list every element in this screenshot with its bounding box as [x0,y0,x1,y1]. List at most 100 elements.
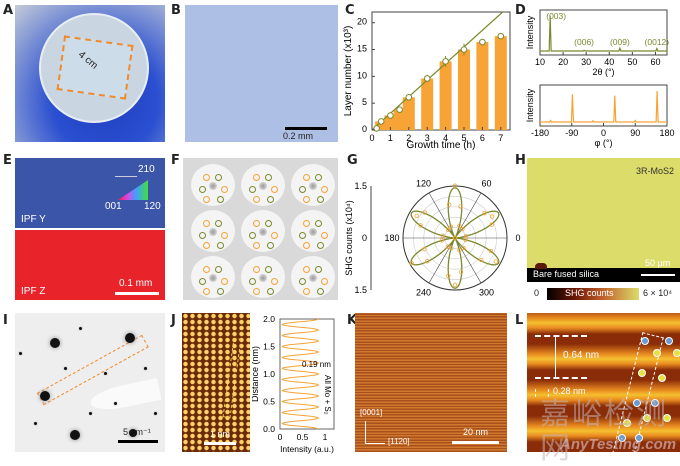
domain-marker [221,186,228,193]
y-axis-label: Intensity [525,15,535,49]
spacing-028-label: 0.28 nm [553,386,586,396]
scale-bar-label: 0.2 mm [283,131,314,141]
domain-marker [321,278,328,285]
x-tick-label: 1 [388,133,393,143]
wafer-diagram [191,164,235,206]
y-tick-label: 1.5 [354,285,367,295]
domain-marker [249,278,256,285]
y-tick-label: 1.0 [263,369,275,379]
data-point [445,227,451,232]
stem-lattice-image: [0001] [11̄20] 20 nm [355,313,507,452]
diffraction-spot [78,326,82,330]
data-point [460,226,465,232]
axis-arrow-horizontal [365,443,385,444]
domain-marker [321,232,328,239]
diffraction-spot [33,421,37,425]
bar [393,109,406,130]
data-point [422,246,427,252]
domain-marker [199,232,206,239]
direction-1120: [11̄20] [388,437,410,446]
y-axis-label: SHG counts (x10⁴) [345,200,354,275]
mo-atom [633,399,641,407]
y-axis-label: Intensity [525,88,535,122]
x-tick-label: 90 [630,128,640,138]
wafer-photo: 4 cm [15,5,165,142]
panel-label-e: E [3,153,12,168]
domain-marker [217,196,224,203]
bar [421,78,434,130]
data-point [458,269,464,275]
x-tick-label: 20 [558,57,568,67]
grid-spoke [428,192,456,239]
peak-label: (003) [546,11,566,21]
mo-atom [641,337,649,345]
domain-marker [253,220,260,227]
domain-marker [303,288,310,295]
domain-marker [215,266,222,273]
wafer-center [209,274,217,282]
y-tick-label: 1.5 [263,342,275,352]
domain-marker [267,196,274,203]
data-point [377,118,385,125]
x-axis-label: φ (°) [595,138,613,148]
x-tick-label: 50 [627,57,637,67]
data-point [463,237,468,243]
beam-stop [88,377,162,415]
x-tick-label: 7 [498,133,503,143]
domain-marker [267,242,274,249]
angle-label: 180 [384,233,399,243]
x-tick-label: 4 [443,133,448,143]
domain-marker [299,232,306,239]
y-axis-label: Layer number (x10³) [343,26,354,117]
angle-label: 60 [481,178,491,188]
ipf-y-label: IPF Y [21,214,46,225]
data-point [396,106,403,113]
domain-marker [265,174,272,181]
watermark-cn: 嘉峪检测网 [540,397,668,466]
bare-silica-region [527,268,680,282]
diffraction-spot [70,430,80,440]
y-tick-label: 0.0 [263,424,275,434]
data-point [373,125,380,132]
scale-bar-label: 50 µm [645,258,671,268]
y-tick-label: 20 [357,17,367,27]
x-tick-label: 2 [406,133,411,143]
domain-marker [253,174,260,181]
data-point [445,244,451,249]
wafer-diagram [191,256,235,298]
scale-bar [285,127,327,130]
data-point [423,75,431,82]
plot-frame [539,9,668,56]
diffraction-spot [125,333,135,343]
dashed-line [535,377,587,379]
domain-marker [271,278,278,285]
data-point [448,224,454,230]
wafer-center [259,182,267,190]
shg-map: 3R-MoS2 Bare fused silica 50 µm [527,158,680,282]
y-tick-label: 0 [362,233,367,243]
data-point [452,282,458,288]
wafer-center [309,228,317,236]
data-point [442,58,449,65]
domain-marker [215,220,222,227]
x-tick-label: 10 [535,57,545,67]
peak-label: (0012) [645,37,670,47]
domain-marker [203,196,210,203]
x-tick-label: 180 [659,128,674,138]
diffraction-spot [40,391,50,401]
y-tick-label: 15 [357,44,367,54]
wafer-center [209,182,217,190]
x-tick-label: 30 [581,57,591,67]
domain-marker [253,196,260,203]
wafer-center [259,228,267,236]
diffraction-spot [103,371,107,375]
ipf-legend-fill [118,180,148,200]
ipf-legend-210: 210 [138,164,155,175]
panel-label-d: D [515,3,526,18]
optical-image: 0.2 mm [185,5,338,142]
panel-label-c: C [345,3,355,18]
x-tick-label: 40 [604,57,614,67]
bar [458,49,470,130]
s-atom [658,374,666,382]
